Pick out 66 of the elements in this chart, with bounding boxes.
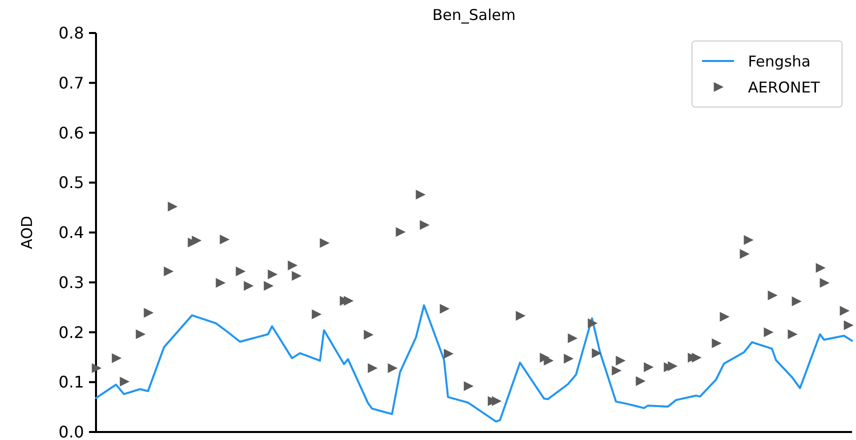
y-axis-title: AOD — [18, 216, 36, 250]
point — [668, 361, 678, 372]
y-tick-label: 0.7 — [58, 73, 84, 92]
point — [112, 353, 122, 364]
point — [216, 278, 226, 288]
point — [344, 296, 354, 306]
point — [220, 234, 230, 244]
point — [288, 260, 298, 270]
point — [840, 306, 850, 316]
y-tick-label: 0.1 — [58, 372, 84, 392]
y-tick-label: 0.3 — [58, 272, 84, 292]
point — [768, 290, 778, 300]
point — [92, 363, 102, 374]
point — [388, 363, 398, 374]
point — [268, 269, 278, 280]
point — [820, 278, 830, 288]
point — [792, 296, 802, 306]
point — [444, 348, 454, 359]
point — [244, 280, 254, 291]
point — [396, 227, 406, 237]
point — [588, 318, 598, 328]
point — [192, 236, 202, 246]
point — [364, 330, 374, 340]
point — [464, 381, 474, 392]
point — [136, 329, 146, 340]
y-tick-label: 0.6 — [58, 123, 84, 142]
chart-title: Ben_Salem — [432, 6, 516, 24]
point — [612, 366, 622, 376]
point — [312, 309, 322, 320]
point — [492, 396, 502, 406]
y-tick-label: 0.2 — [58, 322, 84, 342]
point — [368, 363, 378, 374]
point — [144, 308, 154, 318]
point — [440, 304, 450, 314]
point — [516, 310, 526, 321]
point — [844, 320, 854, 330]
point — [416, 190, 426, 200]
point — [120, 376, 130, 387]
point — [420, 220, 430, 230]
y-tick-label: 0.5 — [58, 173, 84, 192]
y-tick-label: 0.0 — [58, 422, 84, 440]
point — [292, 270, 302, 281]
point — [616, 356, 626, 366]
point — [564, 354, 574, 364]
point — [740, 249, 750, 259]
point — [816, 263, 826, 273]
point — [636, 376, 646, 386]
point — [168, 202, 178, 212]
point — [720, 312, 730, 322]
point — [788, 329, 798, 340]
y-tick-label: 0.4 — [58, 223, 84, 242]
point — [744, 235, 754, 245]
point — [568, 333, 578, 344]
line-series — [95, 304, 853, 423]
legend-label: AERONET — [748, 78, 821, 96]
point — [264, 280, 274, 291]
point — [644, 362, 654, 372]
legend-label: Fengsha — [748, 52, 811, 70]
point — [164, 266, 174, 276]
y-tick-label: 0.8 — [58, 24, 84, 43]
point — [320, 238, 330, 248]
point — [764, 327, 774, 338]
point — [592, 348, 602, 358]
point — [712, 338, 722, 348]
point — [692, 352, 702, 363]
point — [236, 266, 246, 276]
